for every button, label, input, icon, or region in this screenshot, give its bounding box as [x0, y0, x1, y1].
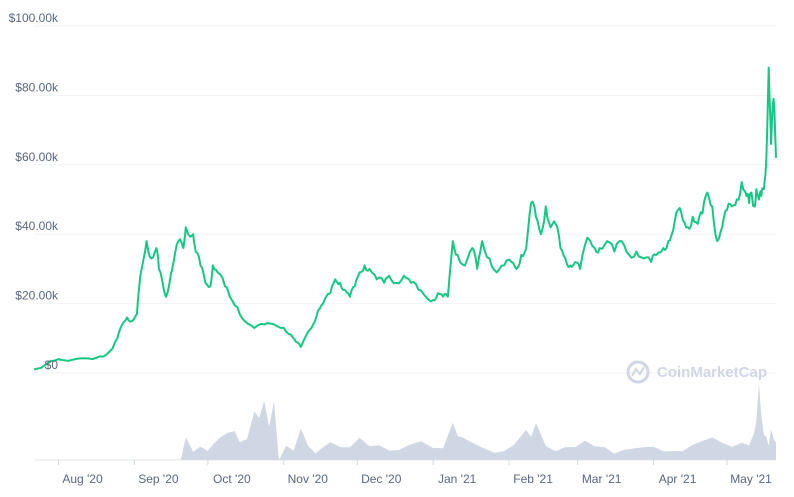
y-tick-label: $80.00k: [15, 80, 59, 94]
x-tick-label: Mar '21: [582, 472, 622, 486]
watermark-text: CoinMarketCap: [657, 364, 767, 381]
x-tick-label: Jan '21: [438, 472, 477, 486]
x-tick-label: Nov '20: [288, 472, 329, 486]
volume-bars: [34, 383, 776, 460]
y-tick-label: $60.00k: [15, 150, 59, 164]
x-axis-labels: Aug '20 Sep '20 Oct '20 Nov '20 Dec '20 Jan '…: [57, 460, 772, 486]
y-tick-label: $100.00k: [9, 11, 59, 25]
x-tick-label: Sep '20: [138, 472, 179, 486]
volume-area: [34, 383, 776, 460]
watermark-logo-icon: [626, 360, 650, 384]
watermark-logo-wave-icon: [631, 366, 645, 377]
watermark: CoinMarketCap: [626, 360, 767, 384]
y-axis-labels: $0 $20.00k $40.00k $60.00k $80.00k $100.00k: [9, 11, 59, 372]
x-tick-label: Oct '20: [213, 472, 251, 486]
x-tick-label: Feb '21: [513, 472, 553, 486]
x-tick-label: May '21: [730, 472, 772, 486]
price-line: [33, 66, 777, 371]
y-tick-label: $40.00k: [15, 219, 59, 233]
grid-lines: [34, 25, 776, 461]
y-tick-label: $0: [45, 358, 59, 372]
x-tick-label: Apr '21: [659, 472, 697, 486]
y-tick-label: $20.00k: [15, 289, 59, 303]
x-tick-label: Aug '20: [62, 472, 103, 486]
x-tick-label: Dec '20: [361, 472, 402, 486]
